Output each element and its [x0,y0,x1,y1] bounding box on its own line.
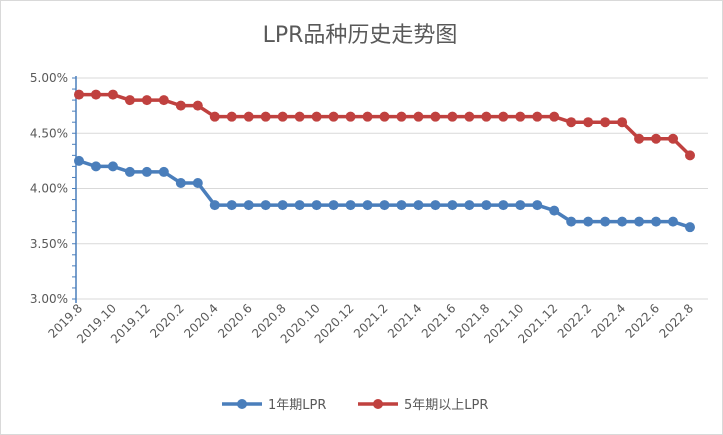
data-point [515,111,526,122]
data-point [124,166,135,177]
data-point [226,111,237,122]
data-point [141,166,152,177]
series-group [74,89,695,233]
y-tick-label: 5.00% [30,71,68,85]
data-point [90,161,101,172]
data-point [566,216,577,227]
data-point [107,161,118,172]
data-point [379,111,390,122]
legend-marker-2 [373,399,383,409]
data-point [277,111,288,122]
data-point [74,89,84,100]
data-point [396,200,407,211]
data-point [90,89,101,100]
data-point [175,100,186,111]
data-point [277,200,288,211]
data-point [651,216,662,227]
data-point [651,133,662,144]
data-point [447,200,458,211]
data-point [464,200,475,211]
data-point [685,222,695,233]
data-point [141,95,152,106]
data-point [226,200,237,211]
y-tick-label: 4.50% [30,126,68,140]
data-point [634,216,645,227]
data-point [243,200,254,211]
data-point [549,111,560,122]
y-axis: 3.00% 3.50% 4.00% 4.50% 5.00% [30,71,77,306]
data-point [209,200,220,211]
data-point [583,117,594,128]
data-point [481,200,492,211]
data-point [532,111,543,122]
data-point [481,111,492,122]
data-point [328,200,339,211]
data-point [532,200,543,211]
data-point [311,111,322,122]
data-point [158,166,169,177]
data-point [294,111,305,122]
data-point [464,111,475,122]
legend-marker-1 [237,399,247,409]
data-point [107,89,118,100]
data-point [379,200,390,211]
data-point [362,200,373,211]
data-point [583,216,594,227]
data-point [498,200,509,211]
data-point [74,155,84,166]
data-point [158,95,169,106]
data-point [668,133,679,144]
data-point [311,200,322,211]
data-point [549,205,560,216]
data-point [328,111,339,122]
data-point [260,111,271,122]
data-point [413,200,424,211]
chart-title: LPR品种历史走势图 [263,23,458,48]
data-point [600,117,611,128]
gridlines [76,77,708,300]
data-point [362,111,373,122]
legend-label-1: 1年期LPR [268,398,326,413]
data-point [515,200,526,211]
data-point [600,216,611,227]
data-point [566,117,577,128]
data-point [294,200,305,211]
data-point [447,111,458,122]
data-point [243,111,254,122]
data-point [192,177,203,188]
data-point [192,100,203,111]
data-point [634,133,645,144]
legend: 1年期LPR 5年期以上LPR [222,398,488,413]
data-point [617,117,628,128]
data-point [668,216,679,227]
data-point [498,111,509,122]
data-point [345,200,356,211]
legend-label-2: 5年期以上LPR [404,398,488,413]
data-point [685,150,695,161]
data-point [617,216,628,227]
y-tick-label: 3.50% [30,237,68,251]
data-point [209,111,220,122]
y-tick-label: 3.00% [30,292,68,306]
data-point [430,111,441,122]
data-point [260,200,271,211]
data-point [430,200,441,211]
y-tick-label: 4.00% [30,182,68,196]
data-point [396,111,407,122]
data-point [413,111,424,122]
data-point [175,177,186,188]
data-point [124,95,135,106]
data-point [345,111,356,122]
